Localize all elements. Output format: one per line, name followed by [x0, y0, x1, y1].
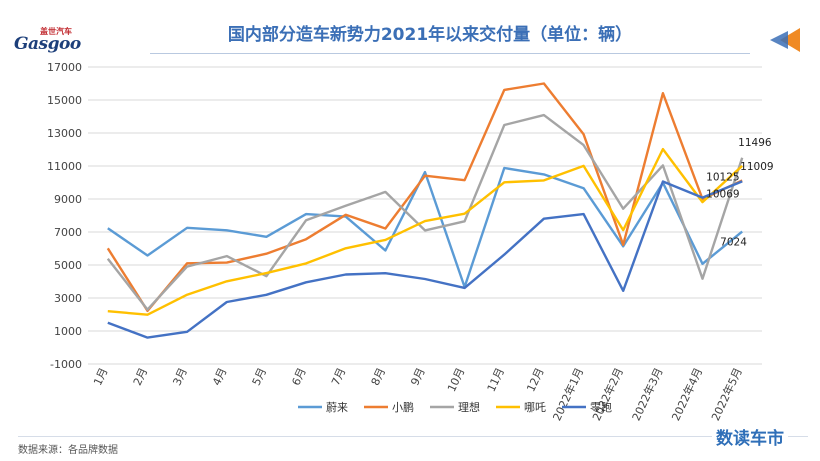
x-tick-label: 2022年4月	[668, 365, 705, 423]
series-line-哪吒	[107, 147, 744, 316]
series-line-小鹏	[106, 82, 743, 312]
data-label: 11009	[740, 161, 773, 173]
legend-label: 理想	[458, 400, 480, 414]
y-tick-label: 15000	[47, 94, 82, 107]
series-line-蔚来	[107, 166, 743, 289]
y-tick-label: 13000	[47, 127, 82, 140]
y-tick-label: 17000	[47, 61, 82, 74]
x-tick-label: 10月	[445, 366, 467, 394]
x-tick-label: 5月	[250, 366, 269, 388]
y-tick-label: 9000	[54, 193, 82, 206]
y-tick-label: 11000	[47, 160, 82, 173]
brand-mark: 数读车市	[712, 424, 788, 449]
x-tick-label: 12月	[524, 366, 546, 394]
y-tick-label: 3000	[54, 292, 82, 305]
x-tick-label: 2022年2月	[589, 365, 626, 423]
legend-label: 小鹏	[392, 401, 414, 414]
y-tick-label: 5000	[54, 259, 82, 272]
x-tick-label: 1月	[91, 366, 110, 388]
y-tick-label: 7000	[54, 226, 82, 239]
legend-label: 蔚来	[326, 401, 348, 414]
x-tick-label: 2022年1月	[550, 365, 587, 423]
chart-title: 国内部分造车新势力2021年以来交付量（单位：辆）	[227, 25, 633, 45]
x-tick-label: 2月	[131, 366, 150, 388]
y-tick-label: -1000	[50, 358, 82, 371]
x-tick-label: 6月	[289, 366, 308, 388]
x-tick-label: 4月	[210, 366, 229, 388]
footer-divider	[18, 436, 808, 437]
legend-label: 哪吒	[524, 401, 546, 414]
x-tick-label: 2022年3月	[629, 365, 666, 423]
series-line-零跑	[107, 180, 743, 339]
x-tick-label: 2022年5月	[708, 365, 745, 423]
x-tick-label: 3月	[170, 366, 189, 388]
data-label: 10069	[706, 188, 739, 200]
data-label: 10125	[706, 171, 739, 183]
data-label: 7024	[720, 237, 747, 249]
y-tick-label: 1000	[54, 325, 82, 338]
data-label: 11496	[738, 137, 772, 149]
legend-label: 零跑	[590, 400, 612, 414]
title-divider	[150, 53, 750, 54]
series-line-理想	[106, 113, 744, 311]
logo-text-cn: 盖世汽车	[40, 27, 72, 36]
data-source: 数据来源：各品牌数据	[18, 445, 118, 456]
corner-arrow-icon	[770, 28, 800, 52]
logo-text-en: Gasgoo	[14, 34, 81, 54]
gasgoo-logo: 盖世汽车 Gasgoo	[12, 27, 90, 54]
x-tick-label: 7月	[329, 366, 348, 388]
x-tick-label: 8月	[369, 366, 388, 388]
x-tick-label: 9月	[408, 366, 427, 388]
x-tick-label: 11月	[485, 366, 507, 394]
